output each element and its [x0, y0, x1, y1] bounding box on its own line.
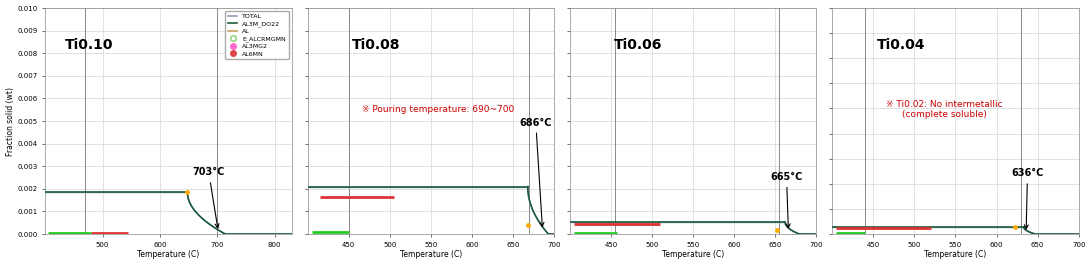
Text: ※ Pouring temperature: 690~700: ※ Pouring temperature: 690~700: [362, 105, 514, 114]
Text: 665°C: 665°C: [770, 172, 803, 228]
Legend: TOTAL, AL3M_DO22, AL, E_ALCRMGMN, AL3MG2, AL6MN: TOTAL, AL3M_DO22, AL, E_ALCRMGMN, AL3MG2…: [226, 11, 289, 59]
Text: 703°C: 703°C: [192, 167, 225, 228]
X-axis label: Temperature (C): Temperature (C): [924, 250, 986, 259]
X-axis label: Temperature (C): Temperature (C): [137, 250, 200, 259]
X-axis label: Temperature (C): Temperature (C): [662, 250, 724, 259]
Text: Ti0.10: Ti0.10: [65, 38, 113, 52]
Text: Ti0.06: Ti0.06: [614, 38, 662, 52]
Text: Ti0.04: Ti0.04: [876, 38, 925, 52]
Text: 686°C: 686°C: [519, 118, 552, 226]
Text: 636°C: 636°C: [1011, 168, 1044, 229]
Text: ※ Ti0.02: No intermetallic
(complete soluble): ※ Ti0.02: No intermetallic (complete sol…: [886, 100, 1003, 120]
Y-axis label: Fraction solid (wt): Fraction solid (wt): [5, 87, 14, 156]
Text: Ti0.08: Ti0.08: [352, 38, 400, 52]
X-axis label: Temperature (C): Temperature (C): [399, 250, 461, 259]
